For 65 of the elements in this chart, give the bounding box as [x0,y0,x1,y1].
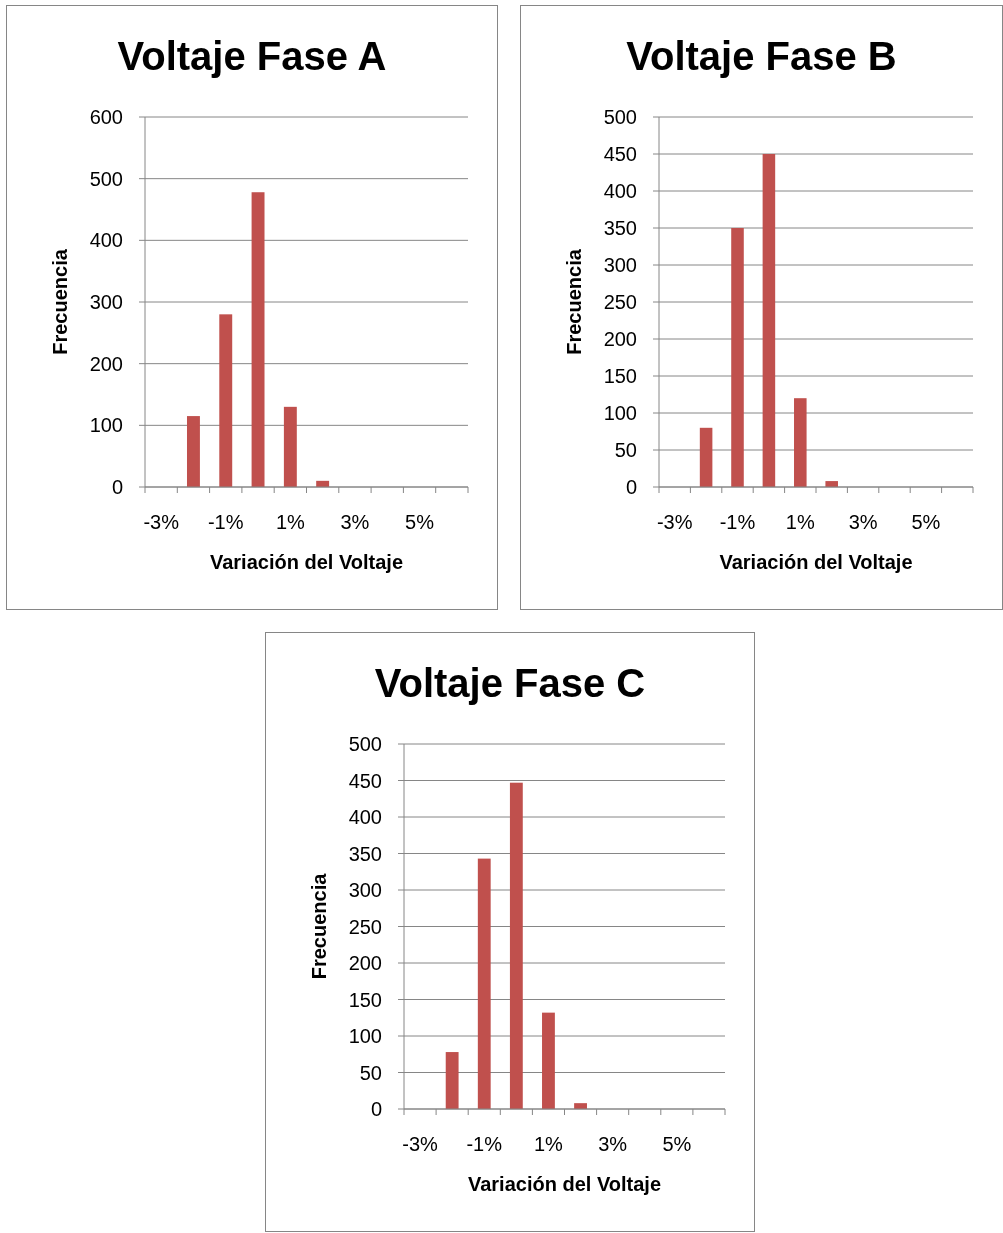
y-tick-label: 50 [359,1061,382,1084]
y-tick-label: 150 [603,365,637,387]
y-tick-label: 300 [603,254,637,276]
y-tick-label: 300 [348,879,382,901]
x-axis-title: Variación del Voltaje [209,551,404,573]
y-tick-label: 0 [111,476,123,498]
x-axis-title: Variación del Voltaje [719,551,913,573]
x-tick-label: 1% [785,511,815,533]
y-tick-label: 400 [89,229,123,252]
x-tick-label: -3% [656,511,693,533]
x-tick-label: 3% [340,511,370,533]
bar [219,314,233,487]
bar [762,154,776,487]
y-tick-label: 600 [89,106,123,128]
y-tick-label: 500 [603,106,637,128]
x-tick-label: 3% [598,1133,628,1155]
y-tick-label: 450 [348,769,382,792]
y-tick-label: 200 [603,328,637,350]
y-tick-label: 450 [603,143,637,165]
y-tick-label: 50 [614,439,637,461]
bar [445,1052,459,1109]
x-tick-label: -1% [719,511,756,533]
x-tick-label: 5% [662,1133,692,1155]
y-tick-label: 100 [89,414,123,437]
y-axis-title: Frecuencia [49,248,71,355]
y-tick-label: 400 [603,180,637,202]
y-axis-title: Frecuencia [563,248,585,355]
y-tick-label: 100 [603,402,637,424]
y-tick-label: 0 [370,1098,382,1120]
y-tick-label: 300 [89,291,123,313]
bar [186,416,200,487]
y-tick-label: 200 [348,952,382,974]
chart-title: Voltaje Fase C [374,661,646,705]
y-axis-title: Frecuencia [308,872,330,980]
x-tick-label: 1% [275,511,306,533]
bar [251,192,265,487]
chart-title: Voltaje Fase B [626,34,897,78]
bar [283,406,297,487]
y-tick-label: 500 [89,167,123,190]
x-axis-title: Variación del Voltaje [467,1173,662,1195]
y-tick-label: 200 [89,352,123,375]
y-tick-label: 250 [603,291,637,313]
x-tick-label: 5% [911,511,941,533]
x-tick-label: 1% [534,1133,564,1155]
chart-title: Voltaje Fase A [117,34,387,78]
bar [542,1012,555,1109]
y-tick-label: 400 [348,806,382,828]
x-tick-label: -1% [466,1133,503,1155]
y-tick-label: 100 [348,1025,382,1047]
x-tick-label: -3% [143,511,180,533]
x-tick-label: 5% [405,511,435,533]
y-tick-label: 350 [603,217,637,239]
x-tick-label: 3% [848,511,878,533]
y-tick-label: 500 [348,733,382,755]
bar [794,398,807,487]
x-tick-label: -1% [207,511,244,533]
y-tick-label: 350 [348,842,382,865]
y-tick-label: 250 [348,915,382,938]
y-tick-label: 0 [625,476,637,498]
x-tick-label: -3% [402,1133,439,1155]
bar [699,427,713,487]
bar [509,782,523,1109]
bar [731,228,744,487]
y-tick-label: 150 [348,988,382,1011]
bar [477,858,491,1109]
